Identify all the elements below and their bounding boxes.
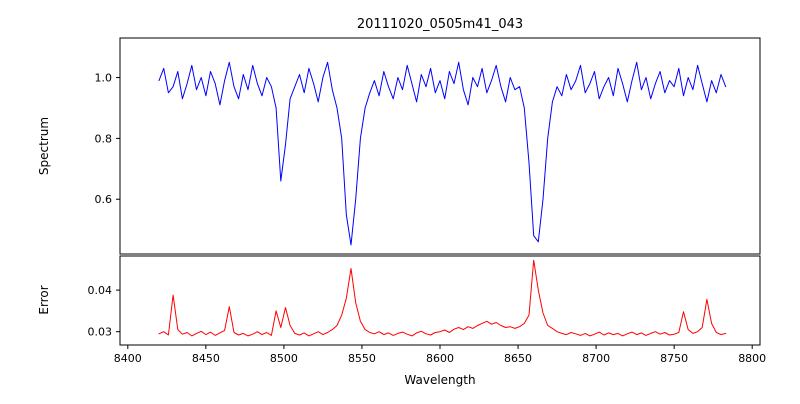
spectrum-y-tick-label: 0.6 [95, 193, 113, 206]
spectrum-panel [119, 37, 761, 255]
x-tick-label: 8700 [582, 352, 610, 365]
spectrum-y-tick-label: 0.8 [95, 132, 113, 145]
spectrum-panel-frame [119, 37, 761, 255]
x-tick-label: 8650 [504, 352, 532, 365]
x-axis-ticks: 8400 8450 8500 8550 8600 8650 8700 8750 8800 [114, 345, 766, 365]
x-tick-label: 8750 [660, 352, 688, 365]
error-y-tick-label: 0.03 [88, 326, 113, 339]
error-line [158, 259, 727, 337]
x-tick-label: 8400 [114, 352, 142, 365]
spectrum-line [158, 61, 727, 246]
x-tick-label: 8450 [192, 352, 220, 365]
error-y-tick-label: 0.04 [88, 284, 113, 297]
x-tick-label: 8500 [270, 352, 298, 365]
chart-title: 20111020_0505m41_043 [357, 17, 523, 32]
error-y-axis-label: Error [37, 285, 51, 314]
x-axis-label: Wavelength [404, 373, 475, 387]
spectrum-y-tick-label: 1.0 [95, 72, 113, 85]
spectrum-y-axis-ticks: 0.6 0.8 1.0 [95, 72, 120, 206]
error-y-axis-ticks: 0.03 0.04 [88, 284, 120, 339]
x-tick-label: 8550 [348, 352, 376, 365]
spectrum-y-axis-label: Spectrum [37, 117, 51, 175]
x-tick-label: 8600 [426, 352, 454, 365]
error-panel [119, 255, 761, 346]
x-tick-label: 8800 [738, 352, 766, 365]
